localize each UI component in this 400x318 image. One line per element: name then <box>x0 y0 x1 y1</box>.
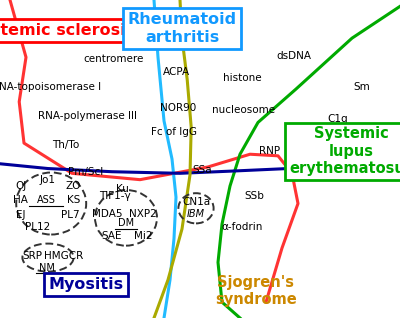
Text: HMGCR: HMGCR <box>44 251 83 261</box>
Text: Sm: Sm <box>354 82 370 93</box>
Text: ribosomal P: ribosomal P <box>308 152 370 162</box>
Text: ACPA: ACPA <box>162 66 190 77</box>
Text: nucleosome: nucleosome <box>212 105 275 115</box>
Text: ASS: ASS <box>36 195 56 205</box>
Text: Sjogren's
syndrome: Sjogren's syndrome <box>215 275 297 307</box>
Text: Rheumatoid
arthritis: Rheumatoid arthritis <box>128 12 236 45</box>
Text: NOR90: NOR90 <box>160 103 196 113</box>
Text: SSb: SSb <box>244 190 264 201</box>
Text: KS: KS <box>67 195 81 205</box>
Text: SSa: SSa <box>192 165 212 175</box>
Text: histone: histone <box>223 73 261 83</box>
Text: Th/To: Th/To <box>52 140 80 150</box>
Text: Pm/Scl: Pm/Scl <box>68 167 104 177</box>
Text: Jo1: Jo1 <box>39 175 55 185</box>
Text: DNA-topoisomerase I: DNA-topoisomerase I <box>0 82 101 93</box>
Text: α-fodrin: α-fodrin <box>221 222 263 232</box>
Text: dsDNA: dsDNA <box>276 51 312 61</box>
Text: NXP2: NXP2 <box>129 209 157 219</box>
Text: Myositis: Myositis <box>48 277 124 292</box>
Text: PL7: PL7 <box>61 210 79 220</box>
Text: Systemic sclerosis: Systemic sclerosis <box>0 23 135 38</box>
Text: NM: NM <box>39 263 55 273</box>
Text: IBM: IBM <box>187 209 205 219</box>
Text: CN1a: CN1a <box>182 197 210 207</box>
Text: centromere: centromere <box>84 54 144 64</box>
Text: TIF1-γ: TIF1-γ <box>99 190 131 201</box>
Text: Systemic
lupus
erythematosus: Systemic lupus erythematosus <box>289 126 400 176</box>
Text: EJ: EJ <box>16 210 26 220</box>
Text: Ku: Ku <box>116 184 128 194</box>
Text: HA: HA <box>13 195 28 205</box>
Text: SRP: SRP <box>23 251 43 261</box>
Text: PL12: PL12 <box>25 222 51 232</box>
Text: RNA-polymerase III: RNA-polymerase III <box>38 111 138 121</box>
Text: Fc of IgG: Fc of IgG <box>151 127 197 137</box>
Text: DM: DM <box>118 218 134 228</box>
Text: SAE: SAE <box>101 231 122 241</box>
Text: RNP: RNP <box>260 146 280 156</box>
Text: MDA5: MDA5 <box>92 209 122 219</box>
Text: ZO: ZO <box>65 181 80 191</box>
Text: C1q: C1q <box>328 114 348 124</box>
Text: Mi2: Mi2 <box>134 231 152 241</box>
Text: OJ: OJ <box>15 181 26 191</box>
